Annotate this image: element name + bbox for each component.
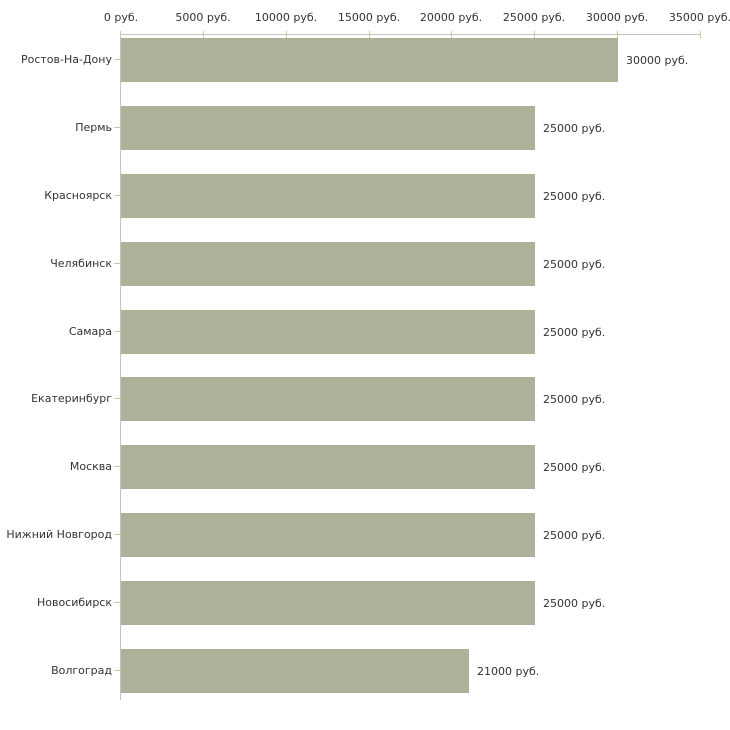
y-axis-tick-mark: [114, 263, 120, 264]
x-axis-tick-label: 35000 руб.: [668, 11, 730, 24]
category-label: Пермь: [75, 121, 112, 134]
category-label: Самара: [68, 325, 112, 338]
x-axis-tick-label: 5000 руб.: [175, 11, 231, 24]
value-label: 30000 руб.: [626, 53, 689, 67]
x-axis-tick-mark: [120, 31, 121, 38]
x-axis-tick-mark: [451, 31, 452, 38]
x-axis-tick-mark: [286, 31, 287, 38]
bar-group: 25000 руб.: [121, 513, 605, 557]
bar: [121, 581, 535, 625]
y-axis-tick-mark: [114, 331, 120, 332]
y-axis-tick-mark: [114, 602, 120, 603]
y-axis-tick-mark: [114, 534, 120, 535]
bar: [121, 174, 535, 218]
bar: [121, 377, 535, 421]
x-axis-tick-label: 20000 руб.: [419, 11, 483, 24]
bar: [121, 649, 469, 693]
bar: [121, 38, 618, 82]
bar-group: 25000 руб.: [121, 242, 605, 286]
x-axis-tick-label: 30000 руб.: [585, 11, 649, 24]
value-label: 25000 руб.: [543, 460, 606, 474]
value-label: 25000 руб.: [543, 189, 606, 203]
x-axis-tick-mark: [617, 31, 618, 38]
category-label: Екатеринбург: [31, 392, 112, 405]
y-axis-tick-mark: [114, 195, 120, 196]
bar-row: Челябинск 25000 руб.: [0, 242, 730, 286]
category-label: Нижний Новгород: [6, 528, 112, 541]
value-label: 21000 руб.: [477, 664, 540, 678]
bar-group: 25000 руб.: [121, 106, 605, 150]
bar-group: 25000 руб.: [121, 581, 605, 625]
bar-group: 25000 руб.: [121, 310, 605, 354]
bar-row: Москва 25000 руб.: [0, 445, 730, 489]
value-label: 25000 руб.: [543, 121, 606, 135]
bar-group: 21000 руб.: [121, 649, 539, 693]
bar-group: 25000 руб.: [121, 377, 605, 421]
y-axis-tick-mark: [114, 466, 120, 467]
y-axis-tick-mark: [114, 670, 120, 671]
bar: [121, 106, 535, 150]
bar-group: 25000 руб.: [121, 445, 605, 489]
bar: [121, 445, 535, 489]
x-axis-line: [120, 34, 701, 35]
value-label: 25000 руб.: [543, 392, 606, 406]
bar-row: Пермь 25000 руб.: [0, 106, 730, 150]
x-axis-tick-label: 10000 руб.: [254, 11, 318, 24]
category-label: Москва: [69, 460, 112, 473]
bar-row: Екатеринбург 25000 руб.: [0, 377, 730, 421]
x-axis-tick-mark: [700, 31, 701, 38]
bar: [121, 242, 535, 286]
bar-row: Нижний Новгород 25000 руб.: [0, 513, 730, 557]
value-label: 25000 руб.: [543, 596, 606, 610]
category-label: Новосибирск: [36, 596, 112, 609]
category-label: Ростов-На-Дону: [20, 53, 112, 66]
bar: [121, 513, 535, 557]
value-label: 25000 руб.: [543, 528, 606, 542]
y-axis-tick-mark: [114, 59, 120, 60]
bar-group: 25000 руб.: [121, 174, 605, 218]
x-axis-tick-label: 15000 руб.: [337, 11, 401, 24]
x-axis-tick-label: 25000 руб.: [502, 11, 566, 24]
category-label: Челябинск: [50, 257, 112, 270]
bar-row: Красноярск 25000 руб.: [0, 174, 730, 218]
y-axis-tick-mark: [114, 127, 120, 128]
bar-row: Волгоград 21000 руб.: [0, 649, 730, 693]
category-label: Красноярск: [44, 189, 112, 202]
y-axis-line: [120, 34, 121, 700]
bar-row: Самара 25000 руб.: [0, 310, 730, 354]
x-axis-tick-mark: [203, 31, 204, 38]
bar-group: 30000 руб.: [121, 38, 688, 82]
bar-row: Новосибирск 25000 руб.: [0, 581, 730, 625]
y-axis-tick-mark: [114, 398, 120, 399]
bar: [121, 310, 535, 354]
value-label: 25000 руб.: [543, 325, 606, 339]
x-axis-tick-mark: [369, 31, 370, 38]
category-label: Волгоград: [51, 664, 112, 677]
x-axis-tick-label: 0 руб.: [103, 11, 139, 24]
bar-row: Ростов-На-Дону 30000 руб.: [0, 38, 730, 82]
value-label: 25000 руб.: [543, 257, 606, 271]
x-axis-tick-mark: [534, 31, 535, 38]
